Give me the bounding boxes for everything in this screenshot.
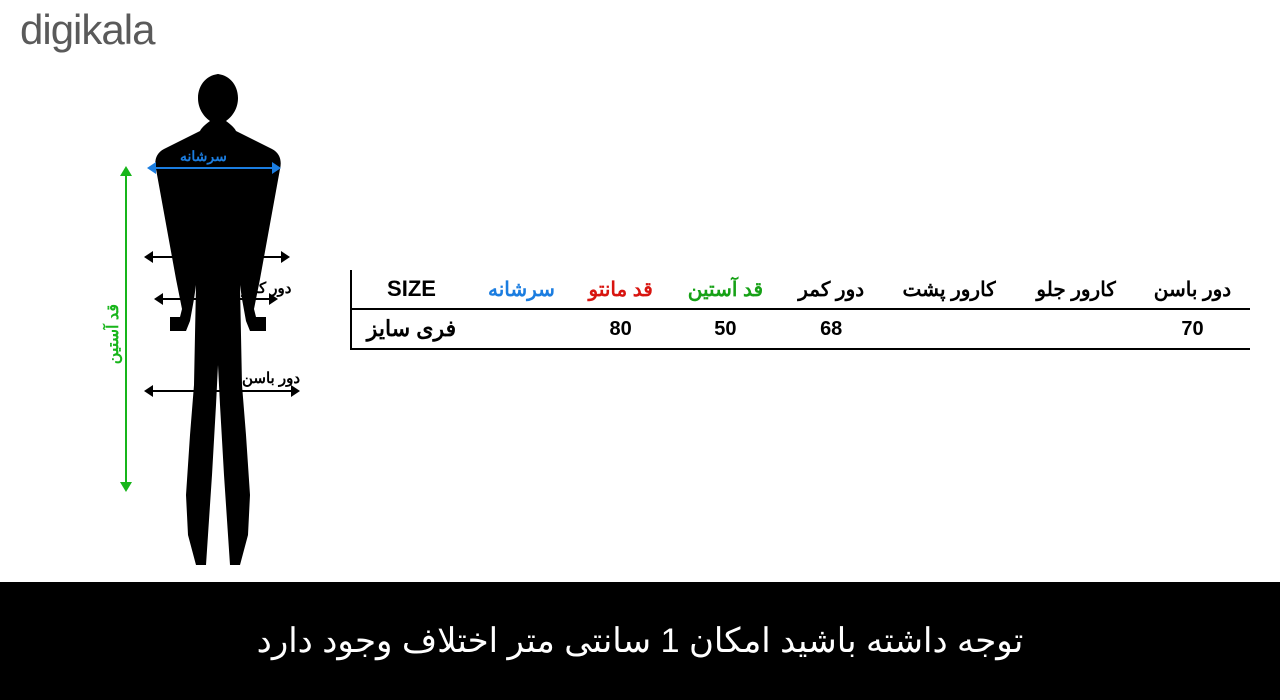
hdr-length: قد مانتو [572,270,669,309]
logo-text: digikala [20,6,154,53]
hdr-sleeve: قد آستین [669,270,781,309]
sleeve-length-label: قد آستین [104,304,123,364]
back-front-label: کارور پشتو جلو [168,202,258,240]
notice-bar: توجه داشته باشید امکان 1 سانتی متر اختلا… [0,582,1280,700]
hdr-back: کارور پشت [881,270,1017,309]
hip-arrow-line [152,390,292,392]
hip-label: دور باسن [242,369,300,387]
cell-shoulder [471,309,572,349]
hdr-waist: دور کمر [781,270,881,309]
sleeve-arrow-line [125,174,127,484]
waist-label: دور کمر [242,279,291,297]
back-arrow-right-icon [281,251,290,263]
hdr-front: کارور جلو [1017,270,1135,309]
cell-hip: 70 [1135,309,1250,349]
shoulder-label: سرشانه [180,148,227,165]
cell-sleeve: 50 [669,309,781,349]
brand-logo: digikala [20,6,154,54]
cell-front [1017,309,1135,349]
notice-text: توجه داشته باشید امکان 1 سانتی متر اختلا… [257,621,1024,661]
table-row: 70 68 50 80 فری سایز [351,309,1250,349]
back-arrow-line [152,256,282,258]
size-table-element: دور باسن کارور جلو کارور پشت دور کمر قد … [350,270,1250,350]
table-header-row: دور باسن کارور جلو کارور پشت دور کمر قد … [351,270,1250,309]
hdr-hip: دور باسن [1135,270,1250,309]
cell-waist: 68 [781,309,881,349]
cell-back [881,309,1017,349]
size-table: دور باسن کارور جلو کارور پشت دور کمر قد … [350,270,1250,350]
cell-length: 80 [572,309,669,349]
shoulder-arrow-right-icon [272,162,281,174]
shoulder-arrow-line [155,167,273,169]
hdr-size: SIZE [351,270,471,309]
main-area: قد آستین سرشانه کارور پشتو جلو دور کمر د… [0,60,1280,580]
hdr-shoulder: سرشانه [471,270,572,309]
silhouette-diagram: قد آستین سرشانه کارور پشتو جلو دور کمر د… [60,74,320,574]
sleeve-arrow-down-icon [120,482,132,492]
cell-size-label: فری سایز [351,309,471,349]
waist-arrow-line [162,298,270,300]
